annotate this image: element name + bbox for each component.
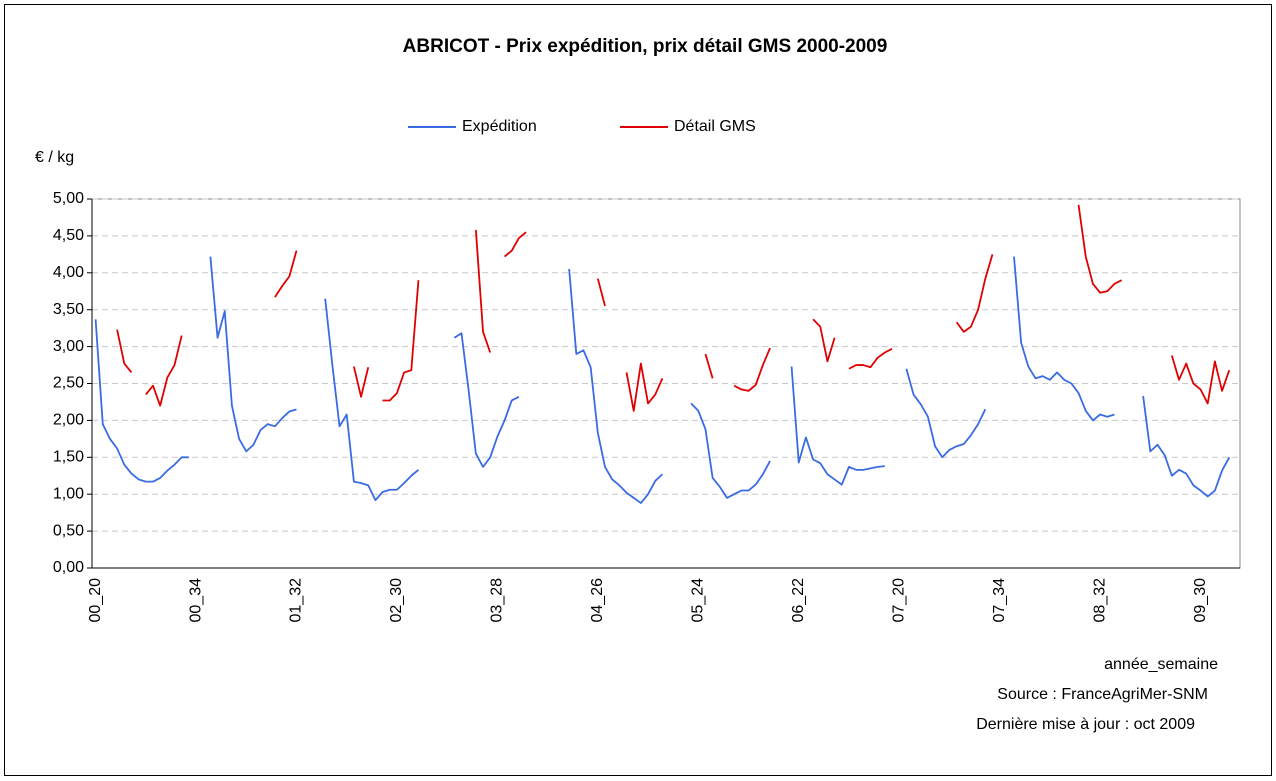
x-tick-label: 05_24 <box>690 578 707 623</box>
legend-label: Détail GMS <box>674 118 756 135</box>
y-tick-label: 2,50 <box>53 375 84 392</box>
y-tick-label: 5,00 <box>53 190 84 207</box>
update-note: Dernière mise à jour : oct 2009 <box>976 716 1195 733</box>
y-tick-label: 2,00 <box>53 412 84 429</box>
x-tick-label: 04_26 <box>589 578 606 623</box>
x-tick-label: 02_30 <box>388 578 405 623</box>
x-tick-label: 06_22 <box>790 578 807 623</box>
legend-label: Expédition <box>462 118 537 135</box>
x-axis-label: année_semaine <box>1104 656 1218 673</box>
x-tick-label: 09_30 <box>1192 578 1209 623</box>
x-tick-label: 00_34 <box>187 578 204 623</box>
x-tick-label: 07_20 <box>890 578 907 623</box>
x-tick-label: 07_34 <box>991 578 1008 623</box>
y-tick-label: 4,50 <box>53 227 84 244</box>
y-tick-label: 0,50 <box>53 522 84 539</box>
x-tick-label: 01_32 <box>288 578 305 623</box>
y-tick-label: 3,00 <box>53 338 84 355</box>
series-line <box>94 256 1231 504</box>
y-tick-label: 0,00 <box>53 559 84 576</box>
series-line <box>116 204 1231 412</box>
x-tick-label: 08_32 <box>1091 578 1108 623</box>
y-tick-label: 1,50 <box>53 449 84 466</box>
x-tick-label: 00_20 <box>87 578 104 623</box>
y-tick-label: 1,00 <box>53 485 84 502</box>
x-tick-label: 03_28 <box>489 578 506 623</box>
y-axis-label: € / kg <box>35 149 74 166</box>
chart-title: ABRICOT - Prix expédition, prix détail G… <box>403 36 888 57</box>
y-tick-label: 4,00 <box>53 264 84 281</box>
source-note: Source : FranceAgriMer-SNM <box>997 686 1208 703</box>
y-tick-label: 3,50 <box>53 301 84 318</box>
